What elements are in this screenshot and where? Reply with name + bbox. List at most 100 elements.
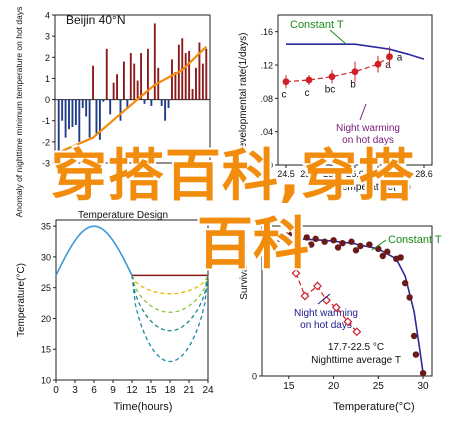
temp-y-tick-label: 30: [41, 252, 51, 262]
beijing-bar: [140, 53, 143, 100]
dev-y-label: Developmental rate(1/days): [238, 33, 249, 156]
dev-x-label: Temperature(°C): [337, 182, 411, 193]
beijing-bar: [92, 65, 94, 100]
temp-night-curve: [131, 275, 209, 313]
surv-warming-point: [331, 302, 341, 312]
beijing-bar: [64, 99, 67, 138]
beijing-plot-frame: [54, 14, 211, 164]
beijing-bar: [167, 99, 170, 109]
dev-point-label: c: [282, 90, 287, 101]
temp-day-curve: [55, 225, 133, 276]
beijing-bar: [102, 99, 105, 102]
dev-warming-arrow: [359, 103, 367, 121]
beijing-bar: [95, 99, 98, 134]
beijing-bar: [81, 99, 84, 109]
surv-warming-label-1: Night warming: [294, 308, 358, 319]
beijing-bar: [68, 99, 70, 130]
survival-rate-chart: Survival rate Temperature(°C) Constant T…: [239, 225, 442, 413]
beijing-bar: [133, 63, 136, 100]
surv-x-tick-label: 15: [283, 381, 295, 392]
beijing-bar: [119, 99, 122, 121]
beijing-trend-line: [58, 45, 208, 154]
dev-point-label: b: [350, 80, 356, 91]
temp-y-tick-label: 10: [41, 376, 51, 386]
dev-warming-label-2: on hot days: [342, 135, 394, 146]
surv-constant-point: [267, 232, 275, 240]
dev-x-tick-label: 28.6: [415, 169, 433, 179]
beijing-bar: [126, 99, 129, 109]
beijing-bar: [205, 48, 208, 100]
temp-night-curve: [131, 275, 209, 332]
surv-constant-point: [352, 247, 360, 254]
surv-constant-point: [312, 235, 319, 243]
beijing-bar: [78, 99, 81, 142]
dev-constant-label: Constant T: [290, 19, 344, 31]
dev-x-tick-label: 28.0: [392, 169, 410, 179]
beijing-bar: [164, 99, 167, 121]
beijing-anomaly-chart: Beijin 40°N Anomaly of nighttime minimum…: [14, 7, 211, 218]
beijing-bar: [191, 89, 194, 100]
beijing-bar: [150, 99, 153, 106]
surv-constant-point: [334, 244, 342, 251]
dev-point: [282, 78, 290, 86]
temp-y-tick-label: 35: [41, 222, 51, 232]
beijing-y-tick-label: -3: [42, 159, 50, 169]
temp-x-tick-label: 24: [202, 385, 214, 396]
surv-footnote-2: Nighttime average T: [311, 355, 401, 366]
surv-constant-arrow: [371, 239, 387, 251]
surv-y-label: Survival rate: [239, 244, 250, 300]
beijing-y-label: Anomaly of nighttime minimum temperature…: [14, 7, 24, 218]
temp-y-label: Temperature(°C): [16, 263, 27, 337]
beijing-bar: [116, 74, 119, 100]
beijing-bar: [98, 99, 101, 140]
surv-constant-point: [375, 245, 382, 253]
temperature-design-chart: Temperature Design Temperature(°C) Time(…: [16, 210, 214, 413]
beijing-bar: [201, 63, 204, 100]
dev-x-tick-label: 26.6: [346, 169, 364, 179]
beijing-bar: [198, 42, 201, 100]
beijing-bar: [153, 23, 156, 100]
beijing-bar: [112, 82, 115, 100]
beijing-bar: [160, 99, 163, 106]
surv-constant-point: [412, 351, 420, 358]
dev-point-label: a: [385, 60, 391, 71]
temp-x-tick-label: 3: [72, 385, 78, 396]
beijing-bar: [105, 48, 108, 100]
surv-constant-point: [285, 231, 293, 238]
beijing-bar: [88, 99, 91, 138]
dev-constant-arrow: [329, 29, 347, 45]
temp-x-label: Time(hours): [114, 401, 173, 413]
beijing-bar: [146, 48, 149, 100]
beijing-y-tick-label: -2: [42, 137, 50, 147]
beijing-bar: [129, 53, 132, 100]
beijing-bar: [85, 99, 88, 117]
beijing-bar: [74, 99, 77, 125]
surv-constant-label: Constant T: [388, 234, 442, 246]
beijing-y-tick-label: -1: [42, 116, 50, 126]
temp-night-curve: [131, 275, 209, 363]
surv-constant-point: [366, 241, 373, 248]
temp-x-tick-label: 9: [110, 385, 116, 396]
surv-warming-point: [352, 327, 362, 337]
surv-footnote-1: 17.7-22.5 °C: [328, 342, 384, 353]
beijing-bar: [109, 99, 112, 115]
developmental-rate-chart: Developmental rate(1/days) Temperature(°…: [238, 14, 433, 193]
surv-constant-point: [294, 237, 301, 244]
surv-constant-point: [303, 234, 310, 241]
surv-y-tick-label: 0: [252, 372, 257, 382]
beijing-bar: [71, 99, 74, 128]
beijing-y-tick-label: 1: [45, 74, 50, 84]
beijing-bar: [57, 99, 60, 163]
temp-x-tick-label: 15: [145, 385, 157, 396]
temp-night-curve: [131, 275, 209, 295]
dev-warming-label-1: Night warming: [336, 123, 400, 134]
dev-point: [328, 73, 336, 81]
beijing-bar: [143, 99, 146, 104]
surv-constant-point: [384, 248, 391, 255]
surv-constant-point: [401, 279, 409, 287]
dev-point-label: bc: [325, 85, 336, 96]
dev-y-tick-label: .12: [260, 61, 273, 71]
dev-point-label: a: [397, 53, 403, 64]
dev-y-tick-label: .16: [260, 27, 273, 37]
